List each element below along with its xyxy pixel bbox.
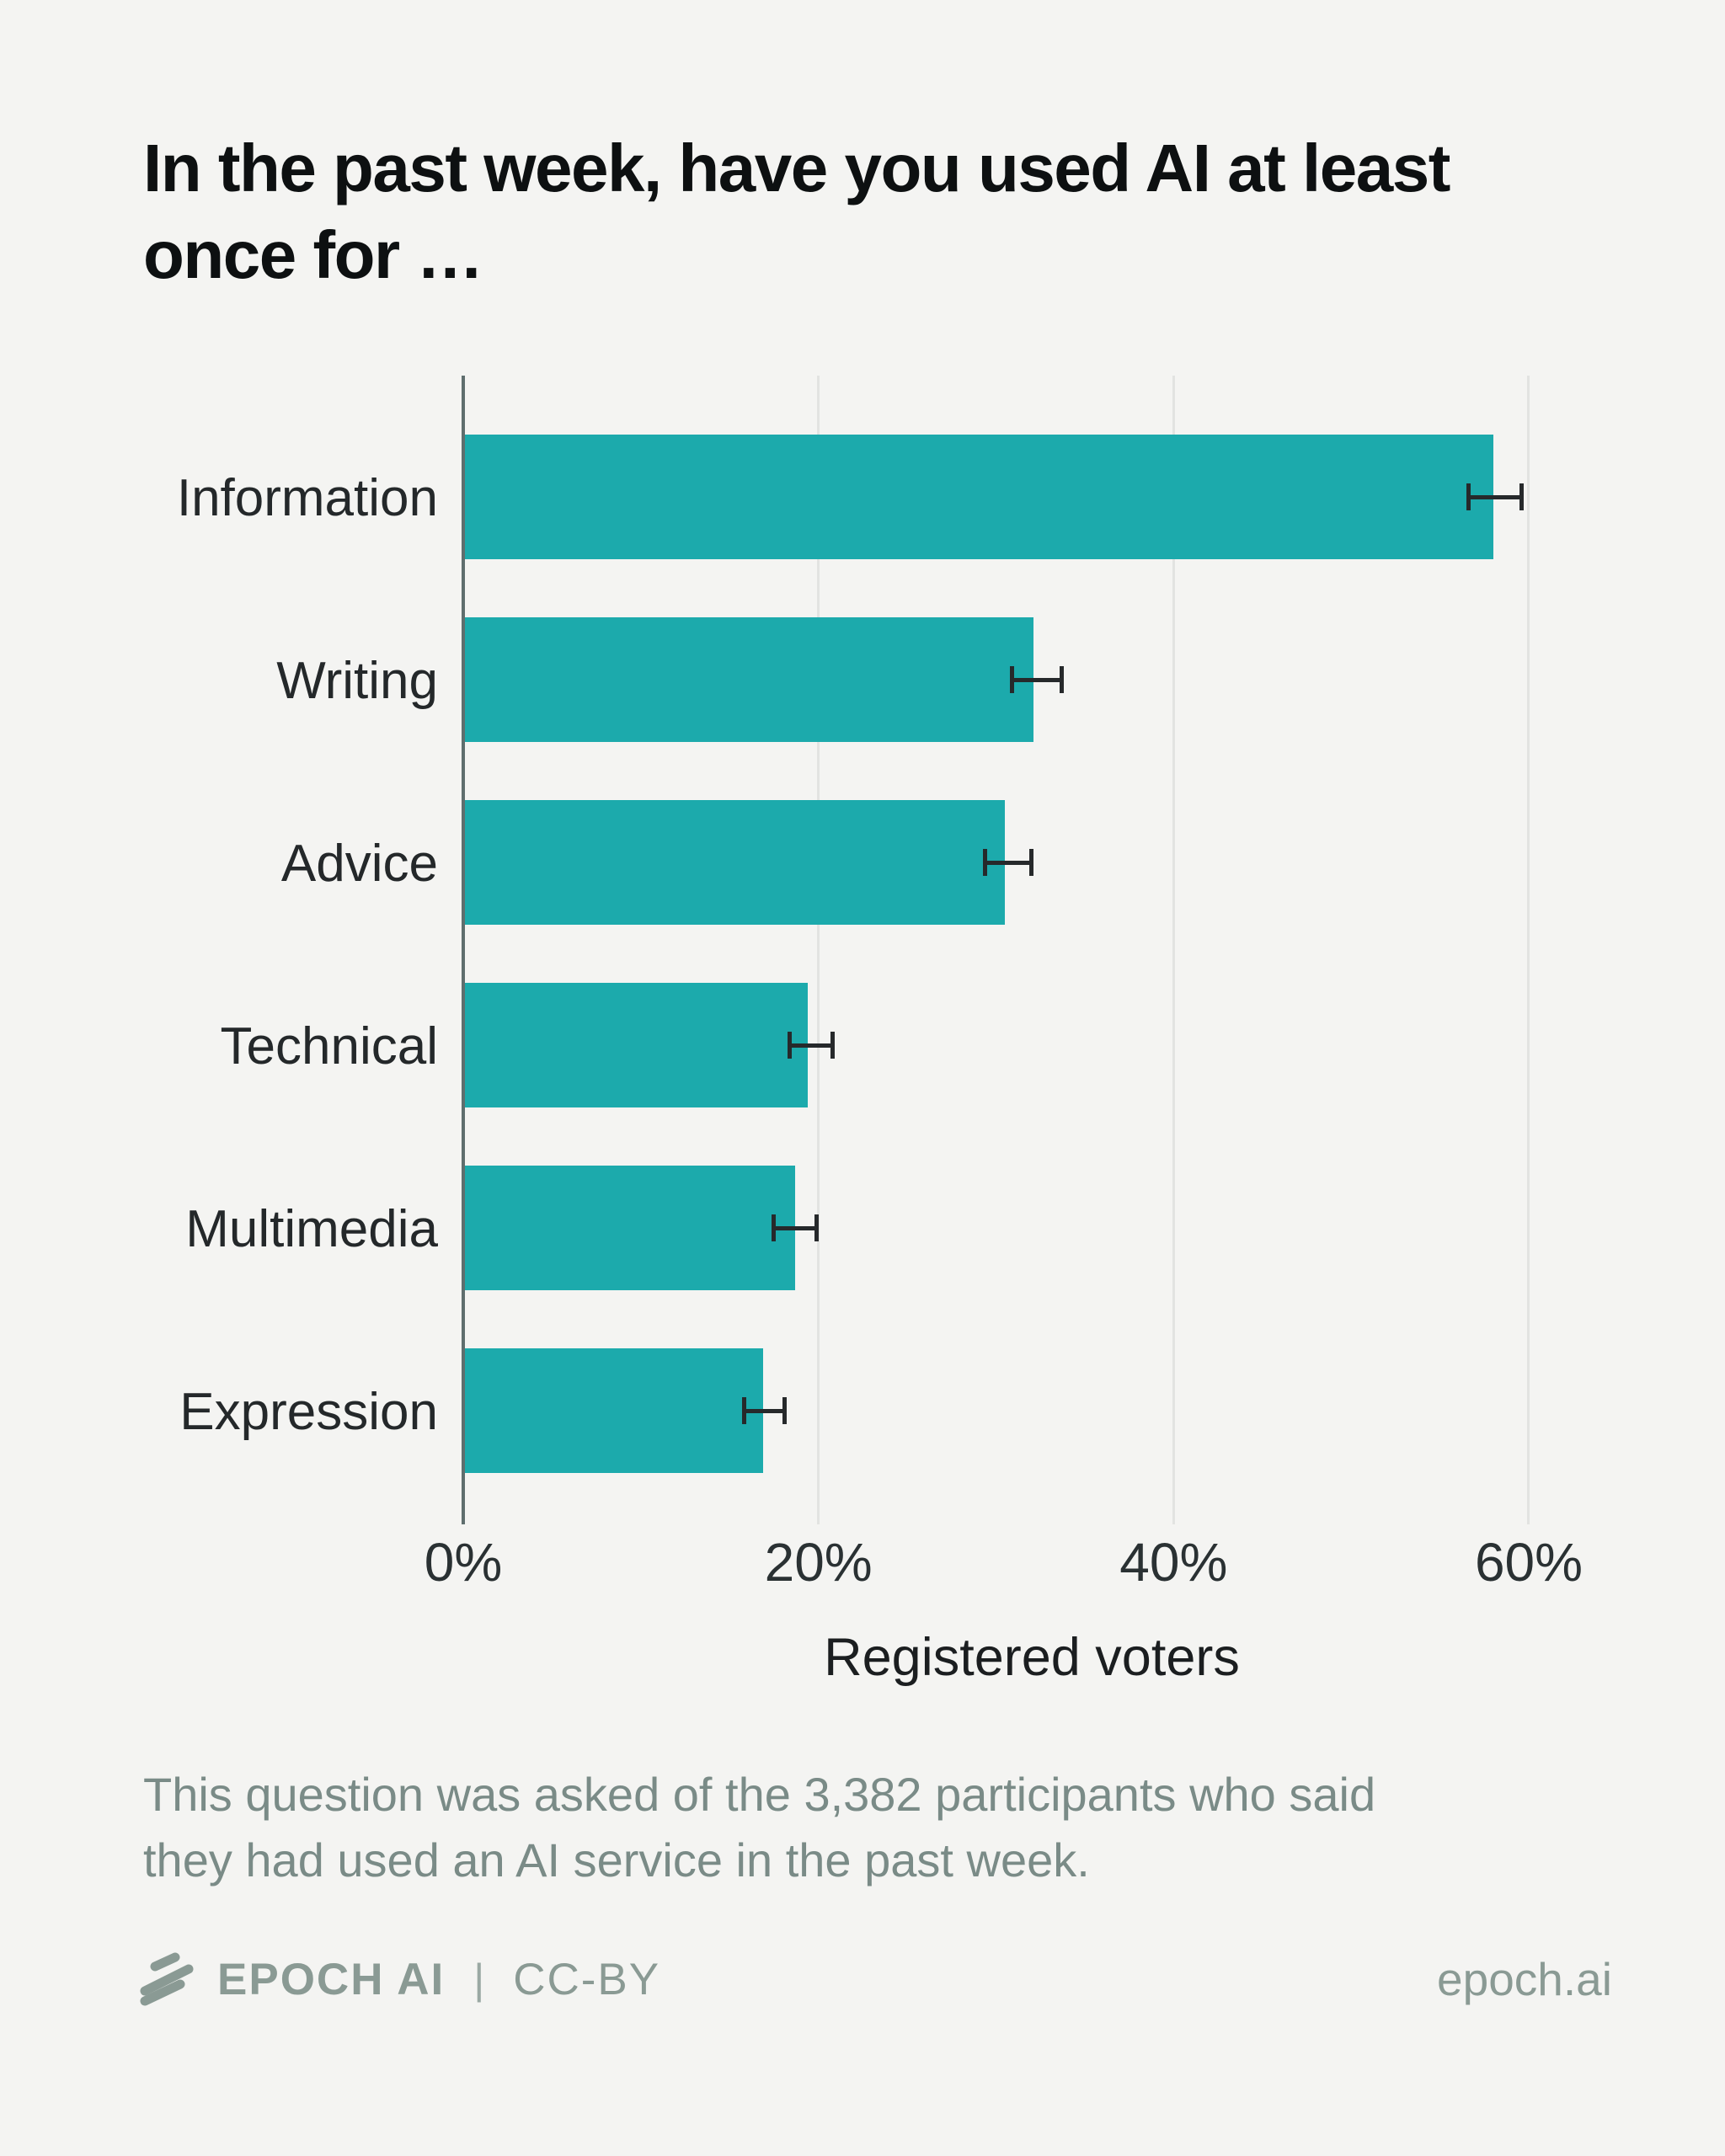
x-tick-label-60%: 60% <box>1474 1532 1583 1593</box>
footer-bar: EPOCH AI | CC-BY epoch.ai <box>138 1951 1612 2008</box>
bar-writing <box>465 617 1033 742</box>
category-label-multimedia: Multimedia <box>185 1200 438 1258</box>
errorbar-cap-low-advice <box>983 849 988 876</box>
footer-divider: | <box>473 1956 485 2003</box>
errorbar-cap-high-information <box>1519 483 1525 510</box>
x-tick-label-0%: 0% <box>424 1532 503 1593</box>
errorbar-cap-high-advice <box>1029 849 1034 876</box>
y-axis-baseline <box>462 376 465 1524</box>
errorbar-cap-low-expression <box>741 1397 746 1424</box>
gridline-20% <box>817 376 820 1524</box>
errorbar-advice <box>985 860 1032 865</box>
errorbar-cap-high-expression <box>782 1397 788 1424</box>
errorbar-expression <box>744 1408 785 1413</box>
bar-multimedia <box>465 1166 796 1290</box>
errorbar-cap-low-information <box>1466 483 1471 510</box>
category-label-information: Information <box>176 469 438 527</box>
bar-advice <box>465 800 1006 925</box>
bar-technical <box>465 983 809 1107</box>
errorbar-technical <box>789 1043 833 1048</box>
bar-information <box>465 435 1493 559</box>
footer-license-text: CC-BY <box>513 1954 661 2004</box>
x-axis-title: Registered voters <box>824 1628 1240 1687</box>
errorbar-information <box>1468 494 1522 499</box>
epoch-ai-logo-icon <box>140 1952 194 2006</box>
x-tick-label-20%: 20% <box>764 1532 873 1593</box>
x-tick-label-40%: 40% <box>1119 1532 1228 1593</box>
errorbar-cap-high-multimedia <box>814 1214 820 1241</box>
category-label-advice: Advice <box>280 835 438 893</box>
errorbar-writing <box>1012 677 1062 682</box>
category-label-technical: Technical <box>220 1017 438 1075</box>
footer-brand-group: EPOCH AI | CC-BY <box>138 1952 660 2006</box>
footer-brand-text: EPOCH AI <box>217 1954 446 2004</box>
errorbar-cap-low-technical <box>788 1032 793 1059</box>
errorbar-cap-high-technical <box>830 1032 836 1059</box>
chart-title: In the past week, have you used AI at le… <box>143 131 1450 292</box>
category-label-writing: Writing <box>276 652 438 710</box>
chart-footnote: This question was asked of the 3,382 par… <box>143 1768 1376 1886</box>
category-label-expression: Expression <box>179 1383 438 1441</box>
gridline-60% <box>1527 376 1530 1524</box>
errorbar-cap-high-writing <box>1060 666 1064 693</box>
errorbar-cap-low-multimedia <box>772 1214 777 1241</box>
errorbar-cap-low-writing <box>1009 666 1014 693</box>
bar-expression <box>465 1348 764 1473</box>
gridline-40% <box>1172 376 1175 1524</box>
footer-website-link: epoch.ai <box>1437 1953 1612 2005</box>
errorbar-multimedia <box>773 1225 817 1230</box>
